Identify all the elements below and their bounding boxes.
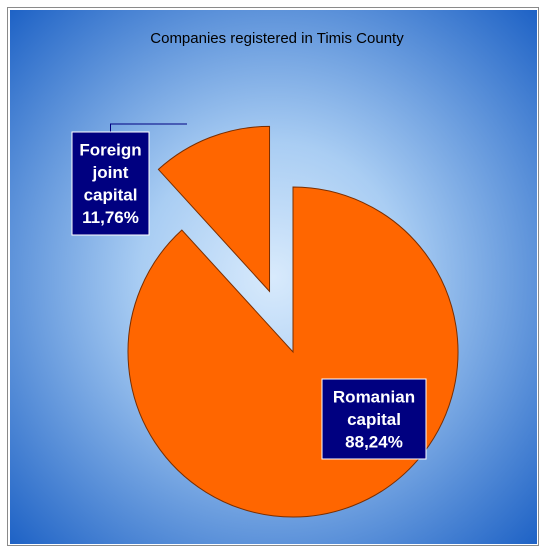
data-label-line: capital [84,186,138,205]
data-label-box [321,378,427,460]
data-label-box [71,131,150,236]
data-label-foreign-joint-capital: Foreign joint capital 11,76% [71,131,150,236]
label-connector-line [110,123,187,132]
data-label-line: 11,76% [82,208,139,227]
pie-slice-foreign-joint-capital [157,125,271,293]
chart-title: Companies registered in Timis County [150,30,404,47]
data-label-line: Romanian [333,387,415,406]
data-label-line: 88,24% [345,432,403,451]
data-labels: Romanian capital 88,24% Foreign joint capital… [71,131,427,460]
data-label-line: capital [347,410,401,429]
label-connectors [110,123,187,132]
pie-slice-romanian-capital [127,186,459,518]
data-label-romanian-capital: Romanian capital 88,24% [321,378,427,460]
data-label-line: joint [92,163,129,182]
pie-chart: Companies registered in Timis County Rom… [10,10,537,544]
data-label-line: Foreign [79,141,141,160]
